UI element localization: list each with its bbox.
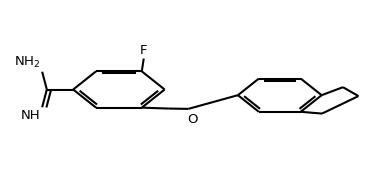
Text: NH: NH (21, 109, 40, 122)
Text: F: F (140, 44, 147, 57)
Text: NH$_2$: NH$_2$ (14, 55, 40, 70)
Text: O: O (188, 113, 198, 126)
